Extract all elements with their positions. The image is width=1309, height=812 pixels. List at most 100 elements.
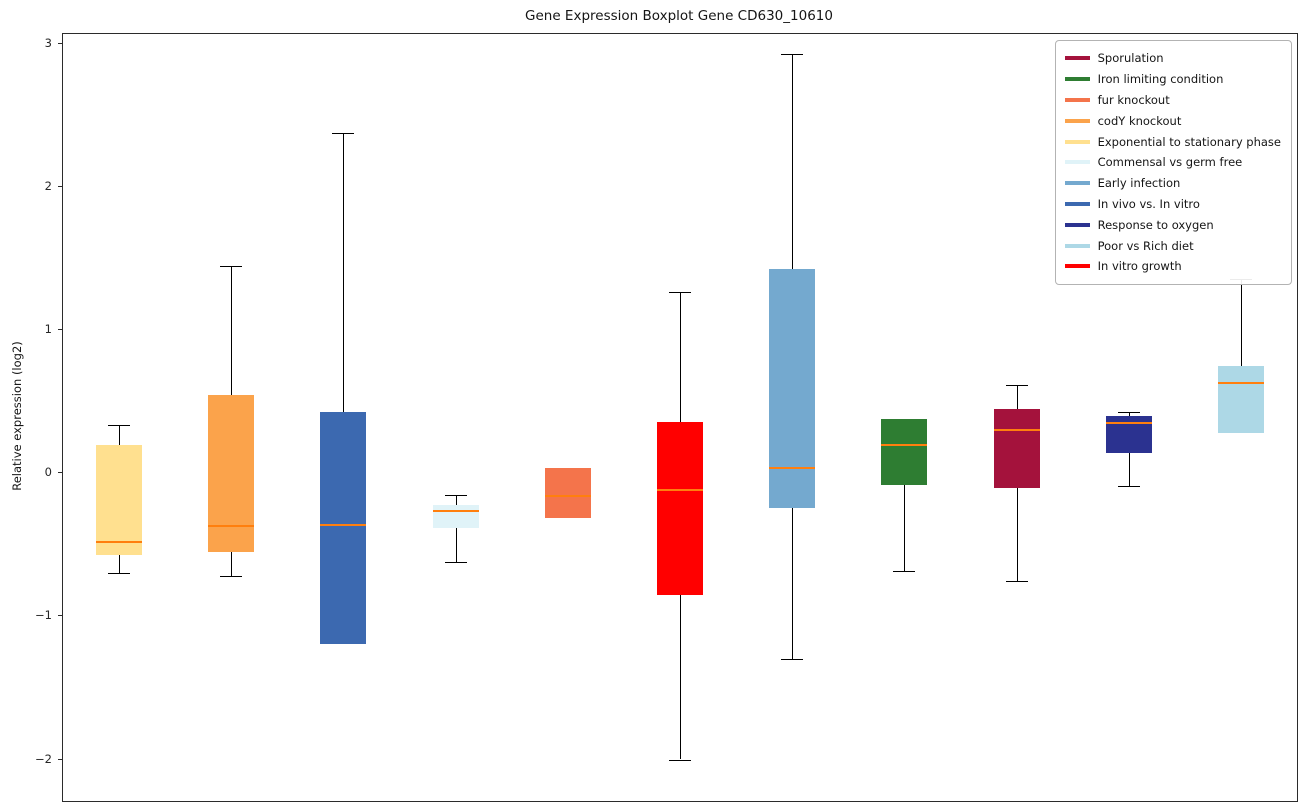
upper-whisker-cap xyxy=(781,54,804,56)
legend-swatch xyxy=(1064,160,1090,165)
upper-whisker-cap xyxy=(332,132,355,134)
box xyxy=(208,394,255,552)
y-tick-mark xyxy=(58,329,62,331)
legend-swatch xyxy=(1064,201,1090,206)
legend-item: In vitro growth xyxy=(1064,256,1281,277)
legend-label: Commensal vs germ free xyxy=(1097,155,1243,170)
legend-item: In vivo vs. In vitro xyxy=(1064,194,1281,215)
upper-whisker xyxy=(1128,411,1130,417)
legend-item: Sporulation xyxy=(1064,48,1281,69)
box xyxy=(657,421,703,595)
y-tick-label: 1 xyxy=(44,322,52,337)
y-tick-label: −2 xyxy=(35,751,52,766)
upper-whisker-cap xyxy=(669,291,691,293)
upper-whisker xyxy=(119,424,121,445)
box xyxy=(993,408,1040,488)
box xyxy=(881,418,928,485)
lower-whisker-cap xyxy=(1005,580,1028,582)
legend-swatch xyxy=(1064,264,1090,269)
y-tick-mark xyxy=(58,186,62,188)
lower-whisker-cap xyxy=(108,573,131,575)
upper-whisker xyxy=(343,132,345,412)
lower-whisker-cap xyxy=(220,576,243,578)
legend-label: In vitro growth xyxy=(1097,259,1182,274)
y-tick-mark xyxy=(58,758,62,760)
legend-item: Response to oxygen xyxy=(1064,214,1281,235)
y-tick-mark xyxy=(58,472,62,474)
upper-whisker xyxy=(455,494,457,505)
upper-whisker-cap xyxy=(444,494,467,496)
lower-whisker xyxy=(792,507,794,660)
median-line xyxy=(881,443,928,446)
lower-whisker xyxy=(1016,487,1018,581)
legend-swatch xyxy=(1064,118,1090,123)
lower-whisker-cap xyxy=(444,562,467,564)
median-line xyxy=(432,509,479,512)
legend-swatch xyxy=(1064,243,1090,248)
median-line xyxy=(1105,422,1152,425)
median-line xyxy=(320,523,367,526)
legend-swatch xyxy=(1064,77,1090,82)
median-line xyxy=(993,429,1040,432)
legend-swatch xyxy=(1064,56,1090,61)
lower-whisker xyxy=(904,484,906,571)
y-tick-label: −1 xyxy=(35,608,52,623)
y-tick-label: 0 xyxy=(44,465,52,480)
legend-item: Exponential to stationary phase xyxy=(1064,131,1281,152)
legend-item: Poor vs Rich diet xyxy=(1064,235,1281,256)
median-line xyxy=(544,495,591,498)
legend-item: Iron limiting condition xyxy=(1064,69,1281,90)
upper-whisker xyxy=(680,291,681,422)
legend-item: Commensal vs germ free xyxy=(1064,152,1281,173)
legend-label: Early infection xyxy=(1097,176,1181,191)
median-line xyxy=(1217,382,1264,385)
chart-title: Gene Expression Boxplot Gene CD630_10610 xyxy=(525,8,833,24)
upper-whisker xyxy=(792,54,794,269)
upper-whisker-cap xyxy=(1005,384,1028,386)
lower-whisker xyxy=(455,527,457,562)
box xyxy=(769,268,816,508)
upper-whisker xyxy=(1016,384,1018,409)
legend-label: codY knockout xyxy=(1097,113,1182,128)
box xyxy=(96,444,143,555)
legend-swatch xyxy=(1064,181,1090,186)
legend-swatch xyxy=(1064,222,1090,227)
median-line xyxy=(769,466,816,469)
legend-swatch xyxy=(1064,97,1090,102)
box xyxy=(1217,365,1264,434)
lower-whisker xyxy=(231,552,233,577)
legend-item: codY knockout xyxy=(1064,110,1281,131)
legend-label: Sporulation xyxy=(1097,51,1164,66)
lower-whisker xyxy=(1128,453,1130,487)
legend-label: Response to oxygen xyxy=(1097,217,1214,232)
y-tick-mark xyxy=(58,615,62,617)
y-tick-label: 3 xyxy=(44,36,52,51)
legend-label: Exponential to stationary phase xyxy=(1097,134,1281,149)
legend-label: In vivo vs. In vitro xyxy=(1097,196,1200,211)
legend-label: Poor vs Rich diet xyxy=(1097,238,1194,253)
median-line xyxy=(96,540,143,543)
legend-swatch xyxy=(1064,139,1090,144)
box xyxy=(544,467,591,518)
lower-whisker-cap xyxy=(893,570,916,572)
lower-whisker xyxy=(119,554,121,574)
lower-whisker xyxy=(680,594,681,760)
legend-label: fur knockout xyxy=(1097,92,1170,107)
plot-area: Sporulation Iron limiting condition fur kn… xyxy=(62,33,1298,802)
legend-label: Iron limiting condition xyxy=(1097,72,1224,87)
median-line xyxy=(657,489,703,492)
legend: Sporulation Iron limiting condition fur kn… xyxy=(1054,40,1292,285)
upper-whisker-cap xyxy=(220,265,243,267)
lower-whisker-cap xyxy=(1117,486,1140,488)
median-line xyxy=(208,525,255,528)
lower-whisker-cap xyxy=(669,759,691,761)
y-tick-mark xyxy=(58,43,62,45)
box xyxy=(320,411,367,644)
lower-whisker-cap xyxy=(781,659,804,661)
upper-whisker-cap xyxy=(108,424,131,426)
legend-item: Early infection xyxy=(1064,173,1281,194)
box xyxy=(432,504,479,528)
upper-whisker-cap xyxy=(1117,411,1140,413)
upper-whisker xyxy=(1240,278,1242,366)
